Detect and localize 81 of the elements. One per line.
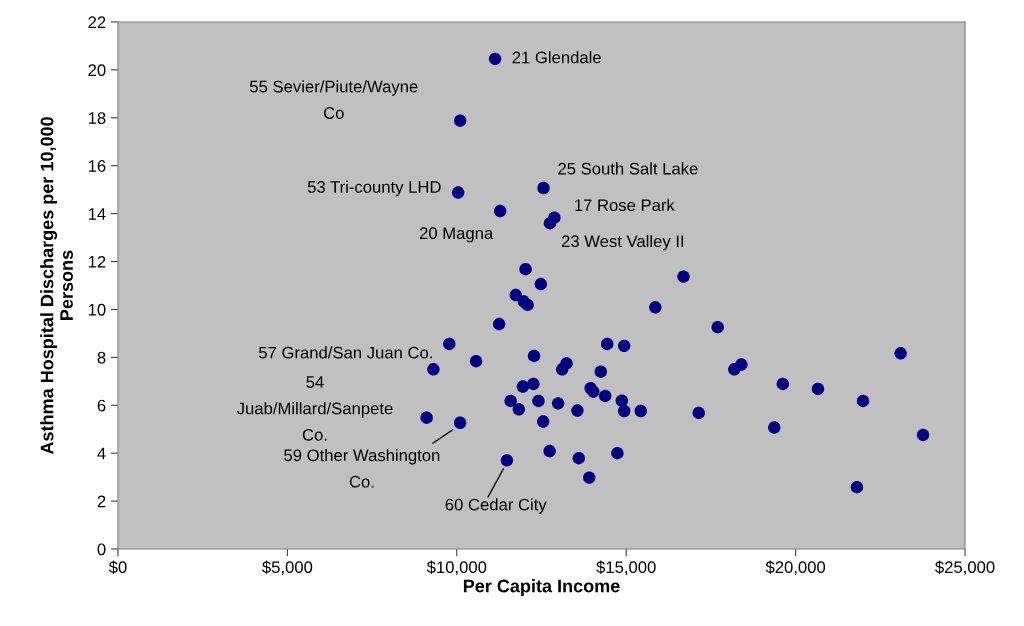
point bbox=[537, 181, 550, 195]
annotation: 53 Tri-county LHD bbox=[307, 180, 441, 197]
x-tick-label: $25,000 bbox=[935, 560, 995, 576]
y-tick-label: 20 bbox=[88, 64, 106, 77]
y-tick-label: 8 bbox=[97, 351, 106, 364]
point bbox=[598, 389, 612, 403]
annotation: 54 Juab/Millard/Sanpete Co. bbox=[236, 376, 393, 441]
point bbox=[527, 349, 541, 363]
y-tick-label: 10 bbox=[88, 303, 106, 316]
annotation: 55 Sevier/Piute/Wayne Co bbox=[250, 80, 418, 119]
point bbox=[534, 277, 548, 291]
point bbox=[776, 377, 789, 391]
point bbox=[516, 380, 530, 393]
point bbox=[571, 404, 584, 417]
x-tick-label: $0 bbox=[108, 560, 127, 575]
y-tick-label: 6 bbox=[97, 399, 106, 412]
y-axis-title: Asthma Hospital Discharges per 10,000 Persons bbox=[40, 117, 73, 455]
point bbox=[521, 298, 534, 312]
point bbox=[493, 204, 507, 218]
point bbox=[611, 446, 624, 460]
point bbox=[916, 428, 930, 442]
point bbox=[811, 382, 825, 396]
annotation: 60 Cedar City bbox=[445, 498, 547, 514]
point bbox=[427, 363, 440, 376]
annotation: 17 Rose Park bbox=[575, 198, 675, 212]
annotation: 20 Magna bbox=[419, 227, 494, 243]
annotation: 25 South Salt Lake bbox=[558, 162, 698, 175]
point bbox=[555, 363, 569, 376]
point bbox=[543, 216, 557, 230]
point bbox=[572, 452, 585, 465]
point bbox=[649, 301, 662, 314]
x-tick-label: $10,000 bbox=[426, 560, 487, 576]
point bbox=[583, 471, 596, 484]
annotation: 57 Grand/San Juan Co. bbox=[258, 346, 432, 359]
point bbox=[728, 363, 741, 376]
annotation: 23 West Valley II bbox=[561, 234, 684, 251]
annotation: 21 Glendale bbox=[512, 51, 601, 64]
point bbox=[615, 394, 628, 407]
point bbox=[768, 421, 781, 434]
point bbox=[509, 288, 522, 302]
point bbox=[453, 416, 467, 429]
point bbox=[504, 394, 517, 408]
y-tick-label: 12 bbox=[88, 255, 106, 268]
point bbox=[594, 365, 607, 378]
point bbox=[527, 377, 540, 391]
y-tick-label: 18 bbox=[88, 112, 106, 124]
y-tick-label: 0 bbox=[97, 543, 106, 556]
y-tick-label: 4 bbox=[97, 447, 106, 460]
point bbox=[492, 317, 506, 331]
point bbox=[634, 404, 647, 418]
point bbox=[677, 270, 690, 283]
point bbox=[692, 406, 705, 420]
point bbox=[532, 394, 545, 408]
point bbox=[543, 444, 556, 458]
point bbox=[856, 394, 870, 408]
point bbox=[420, 411, 433, 424]
point bbox=[488, 52, 502, 66]
annotation: 59 Other Washington Co. bbox=[284, 448, 440, 488]
point bbox=[601, 337, 614, 351]
y-tick-label: 14 bbox=[88, 208, 106, 220]
point bbox=[711, 320, 724, 334]
x-tick-label: $15,000 bbox=[596, 560, 656, 576]
x-tick-label: $5,000 bbox=[262, 560, 313, 576]
point bbox=[443, 337, 456, 351]
point bbox=[451, 186, 465, 199]
y-tick-label: 2 bbox=[97, 495, 106, 508]
point bbox=[617, 339, 631, 353]
point bbox=[617, 404, 631, 418]
point bbox=[894, 347, 907, 360]
point bbox=[500, 454, 514, 467]
point bbox=[512, 403, 525, 416]
y-tick-label: 16 bbox=[88, 160, 106, 172]
point bbox=[469, 354, 483, 368]
point bbox=[850, 480, 864, 494]
x-tick-label: $20,000 bbox=[765, 560, 826, 576]
point bbox=[536, 415, 550, 428]
y-tick-label: 22 bbox=[88, 16, 106, 29]
point bbox=[453, 114, 467, 127]
point bbox=[551, 397, 565, 410]
x-axis-title: Per Capita Income bbox=[463, 579, 620, 596]
point bbox=[519, 262, 532, 276]
